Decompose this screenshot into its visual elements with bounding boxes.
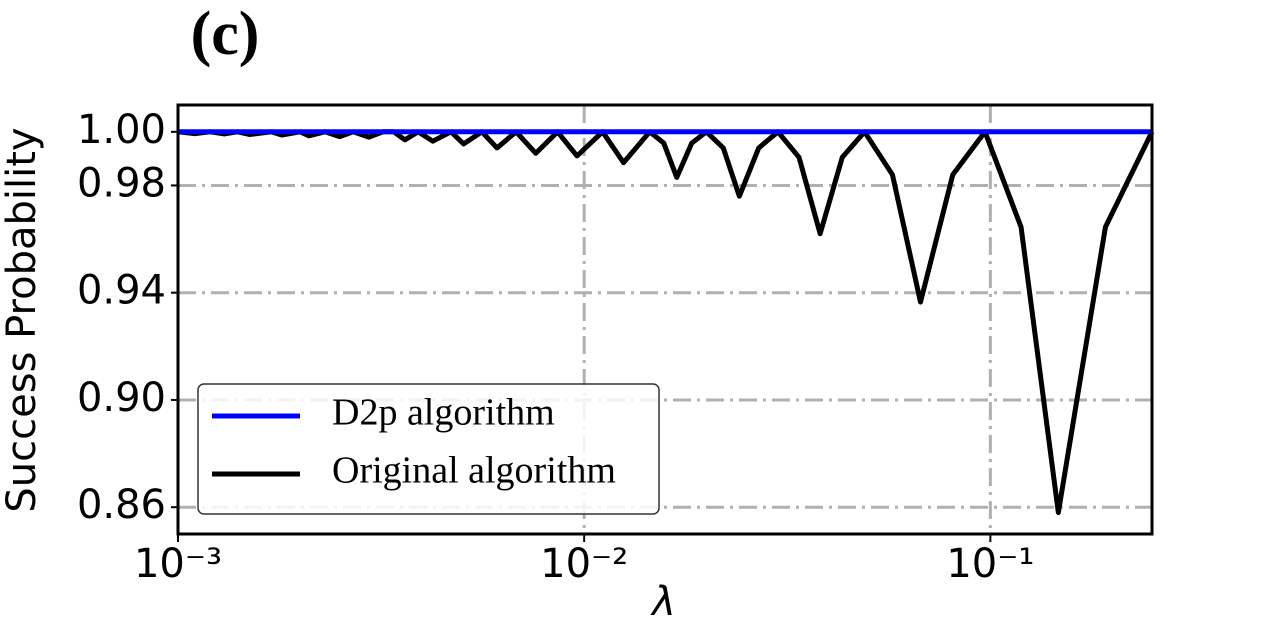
legend-box: [197, 383, 660, 515]
y-tick-label: 0.94: [77, 268, 166, 314]
y-tick-label: 0.86: [77, 482, 166, 528]
y-tick-label: 0.90: [77, 375, 166, 421]
x-tick-label: 10⁻³: [134, 541, 222, 587]
legend-label: D2p algorithm: [332, 392, 555, 434]
chart-title: (c): [191, 0, 260, 68]
plot-frame: [176, 103, 1154, 536]
legend-label: Original algorithm: [332, 450, 616, 492]
y-tick-label: 0.98: [77, 160, 166, 206]
x-axis-label: λ: [650, 579, 676, 624]
x-tick-label: 10⁻²: [540, 541, 628, 587]
y-tick-label: 1.00: [77, 107, 166, 153]
y-axis-label: Success Probability: [0, 127, 45, 512]
x-tick-label: 10⁻¹: [946, 541, 1034, 587]
